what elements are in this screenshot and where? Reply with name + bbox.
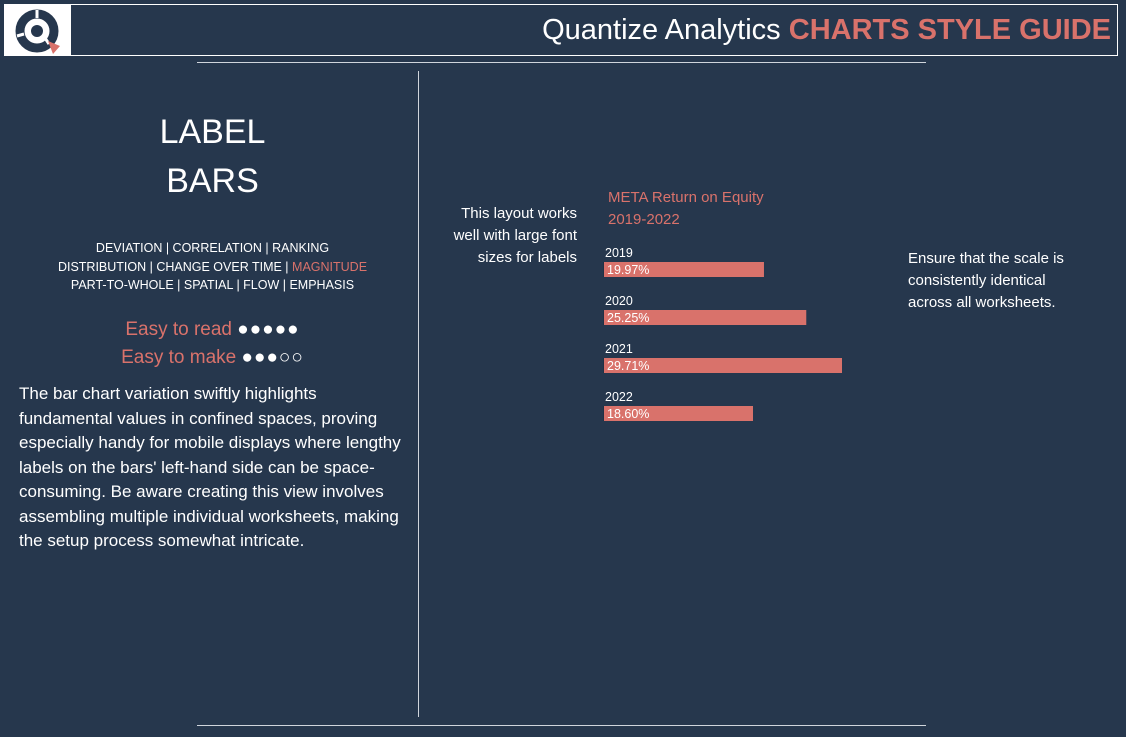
label-bars-chart: 2019 19.97% 2020 25.25% 2021 29.71% 2022 18.60% [603,246,842,421]
categories-line2-text: DISTRIBUTION | CHANGE OVER TIME | [57,259,293,274]
chart-type-title-line1: LABEL [159,113,266,151]
quantize-logo-icon [15,9,60,54]
category-label-2021: 2021 [605,342,633,356]
chart-type-title: LABEL BARS [100,108,325,206]
header-bar: Quantize Analytics CHARTS STYLE GUIDE [4,4,1118,56]
categories-line1: DEVIATION | CORRELATION | RANKING [95,241,330,255]
description-text: The bar chart variation swiftly highligh… [19,384,401,550]
chart-categories: DEVIATION | CORRELATION | RANKING DISTRI… [20,239,405,295]
layout-note: This layout works well with large font s… [453,205,577,266]
chart-title: META Return on Equity 2019-2022 [608,187,858,231]
bottom-divider [197,725,926,726]
chart-title-line1: META Return on Equity [608,189,764,206]
easy-to-make-dots: ●●●○○ [241,347,304,368]
vertical-divider [418,71,419,717]
chart-title-line2: 2019-2022 [608,211,680,228]
bar-2020 [604,310,807,325]
value-label-2020: 25.25% [607,311,649,325]
chart-type-title-line2: BARS [166,162,259,200]
title-accent: CHARTS STYLE GUIDE [788,14,1111,46]
category-label-2020: 2020 [605,294,633,308]
value-label-2019: 19.97% [607,263,649,277]
easy-to-read-rating: Easy to read ●●●●● [20,316,405,344]
category-label-2019: 2019 [605,246,633,260]
categories-line3: PART-TO-WHOLE | SPATIAL | FLOW | EMPHASI… [70,278,355,293]
categories-line2: DISTRIBUTION | CHANGE OVER TIME | MAGNIT… [20,258,405,277]
bar-2022 [604,406,754,421]
easy-to-make-label: Easy to make [121,347,237,368]
page-title: Quantize Analytics CHARTS STYLE GUIDE [542,13,1111,47]
categories-highlight: MAGNITUDE [292,259,368,274]
top-divider [197,62,926,63]
easy-to-make-rating: Easy to make ●●●○○ [20,344,405,372]
category-label-2022: 2022 [605,390,633,404]
easy-to-read-label: Easy to read [125,319,232,340]
easy-to-read-dots: ●●●●● [237,319,300,340]
bar-2019 [604,262,764,277]
value-label-2021: 29.71% [607,359,649,373]
title-main: Quantize Analytics [542,14,789,46]
bar-2021 [604,358,842,373]
scale-note: Ensure that the scale is consistently id… [908,250,1064,311]
logo [5,5,71,55]
value-label-2022: 18.60% [607,407,649,421]
